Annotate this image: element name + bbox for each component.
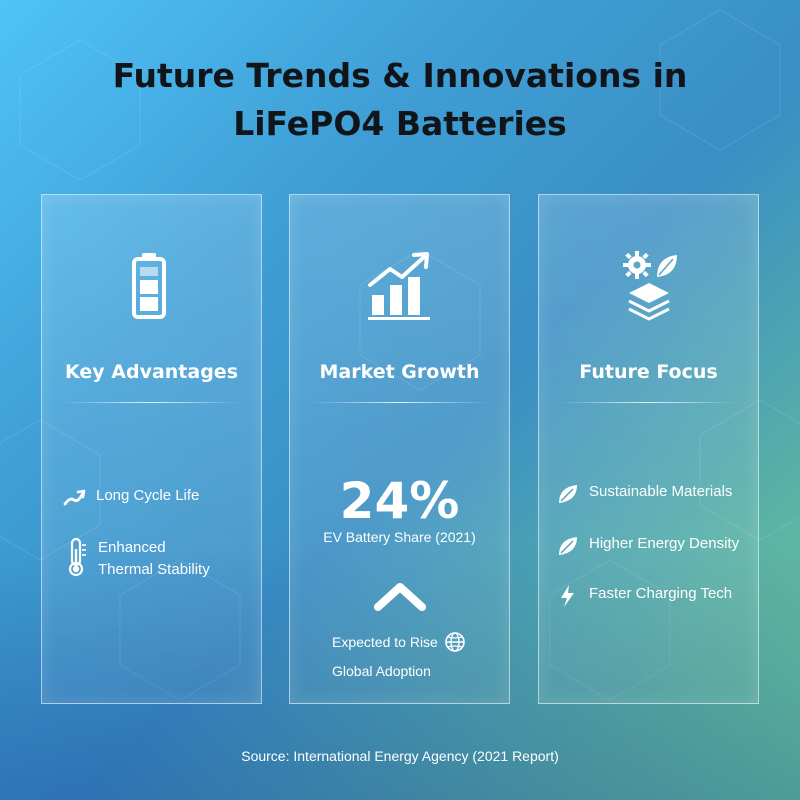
feature-label-line-2: Thermal Stability (98, 561, 210, 578)
feature-label: Faster Charging Tech (589, 585, 733, 602)
divider (310, 402, 489, 403)
global-adoption-label: Global Adoption (332, 663, 431, 679)
gear-leaf-layers-icon (622, 251, 677, 321)
page-title: Future Trends & Innovations in LiFePO4 B… (0, 52, 800, 148)
trend-up-icon (63, 489, 86, 506)
title-line-2: LiFePO4 Batteries (233, 104, 567, 143)
globe-icon (445, 632, 465, 652)
feature-label-line-1: Enhanced (98, 539, 166, 556)
leaf-icon (559, 537, 577, 555)
feature-long-cycle-life: Long Cycle Life (62, 485, 199, 511)
card-key-advantages: Key Advantages Long Cycle Life Enhanced … (41, 194, 262, 704)
card-heading: Key Advantages (64, 361, 238, 383)
chevron-up-icon (373, 583, 426, 611)
divider (62, 402, 241, 403)
source-citation: Source: International Energy Agency (202… (241, 748, 559, 764)
card-market-growth: Market Growth 24% EV Battery Share (2021… (289, 194, 510, 704)
card-future-focus: Future Focus Sustainable Materials Highe… (538, 194, 759, 704)
feature-sustainable-materials: Sustainable Materials (555, 481, 732, 507)
rise-label: Expected to Rise (332, 634, 438, 650)
feature-label: Higher Energy Density (589, 535, 740, 552)
card-heading: Future Focus (579, 361, 718, 383)
growth-chart-icon (367, 252, 430, 320)
title-line-1: Future Trends & Innovations in (112, 56, 688, 95)
lightning-icon (561, 585, 574, 607)
feature-label: Long Cycle Life (96, 487, 200, 504)
expected-to-rise: Expected to Rise (332, 631, 466, 653)
feature-higher-energy-density: Higher Energy Density (555, 533, 739, 559)
card-heading: Market Growth (319, 361, 480, 383)
feature-faster-charging: Faster Charging Tech (555, 583, 732, 609)
battery-icon (131, 253, 166, 319)
leaf-icon (559, 485, 577, 503)
divider (559, 402, 738, 403)
feature-label: Sustainable Materials (589, 483, 733, 500)
thermometer-icon (68, 537, 86, 577)
feature-thermal-stability: Enhanced Thermal Stability (64, 537, 210, 581)
ev-share-value: 24% (339, 472, 460, 530)
ev-share-label: EV Battery Share (2021) (323, 529, 476, 545)
